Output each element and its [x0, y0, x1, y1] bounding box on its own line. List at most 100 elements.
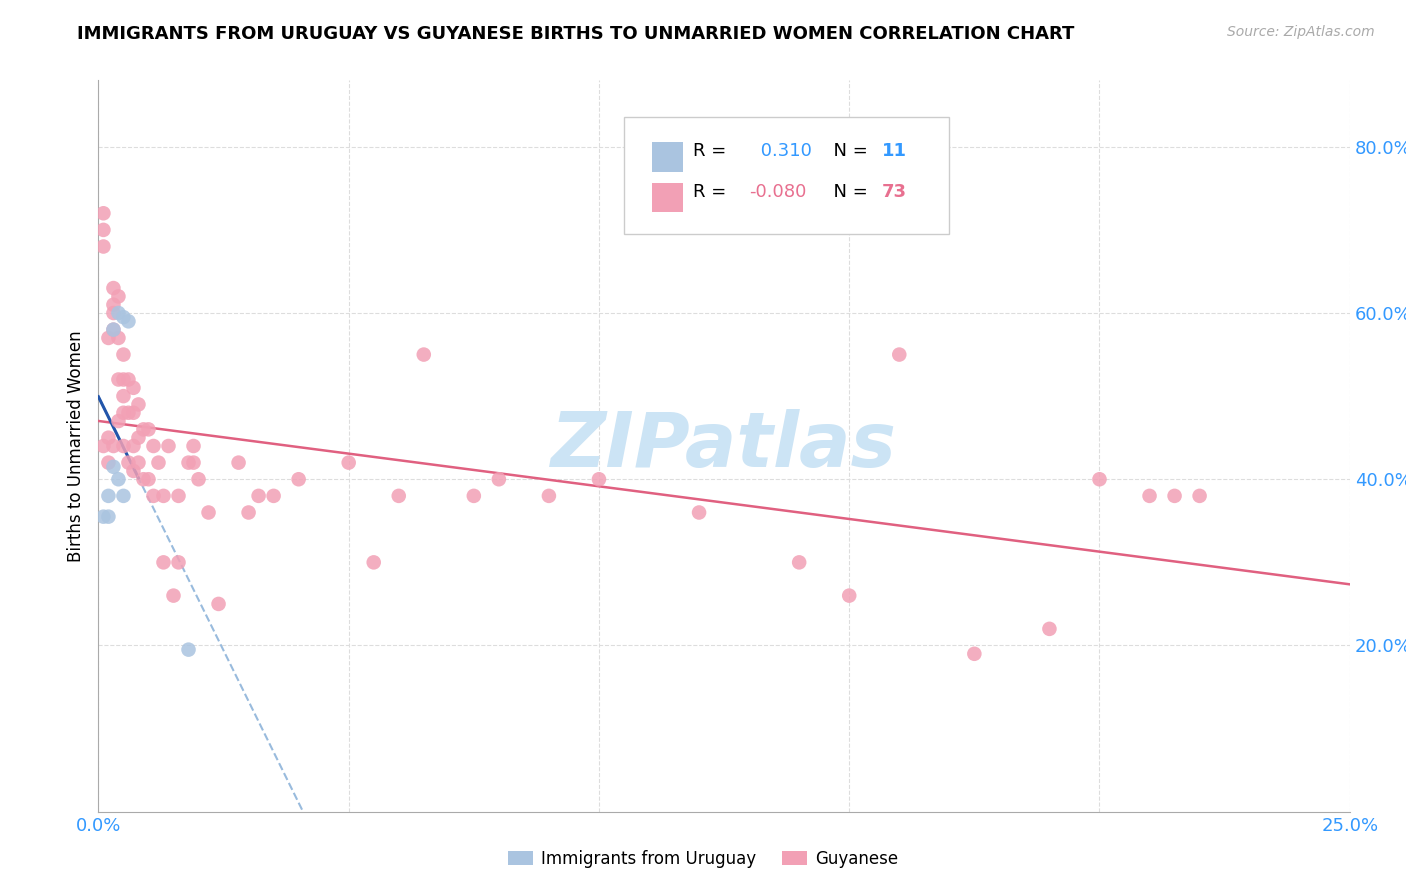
Point — [112, 372, 135, 386]
Point — [112, 406, 135, 420]
Point — [103, 323, 125, 337]
Point — [889, 347, 911, 362]
Point — [167, 555, 190, 569]
Point — [142, 439, 165, 453]
Point — [247, 489, 270, 503]
Point — [122, 406, 145, 420]
Point — [537, 489, 560, 503]
Point — [152, 555, 174, 569]
Point — [1139, 489, 1161, 503]
Point — [183, 439, 205, 453]
Point — [838, 589, 860, 603]
Point — [107, 372, 129, 386]
Point — [177, 456, 200, 470]
Point — [117, 456, 139, 470]
Point — [138, 472, 160, 486]
Point — [112, 347, 135, 362]
Point — [107, 306, 129, 320]
Point — [93, 206, 115, 220]
Point — [112, 439, 135, 453]
Bar — [651, 183, 683, 212]
Bar — [651, 143, 683, 171]
Text: 11: 11 — [882, 142, 907, 160]
Point — [103, 281, 125, 295]
Point — [107, 472, 129, 486]
Point — [177, 642, 200, 657]
Point — [412, 347, 434, 362]
Point — [337, 456, 360, 470]
Point — [1038, 622, 1060, 636]
Point — [187, 472, 209, 486]
Point — [142, 489, 165, 503]
Point — [93, 239, 115, 253]
Point — [122, 439, 145, 453]
Point — [93, 223, 115, 237]
Point — [688, 506, 710, 520]
Point — [122, 381, 145, 395]
Y-axis label: Births to Unmarried Women: Births to Unmarried Women — [66, 330, 84, 562]
Point — [93, 509, 115, 524]
Point — [463, 489, 485, 503]
Point — [107, 289, 129, 303]
Point — [148, 456, 170, 470]
Point — [107, 331, 129, 345]
Point — [238, 506, 260, 520]
Point — [107, 414, 129, 428]
Point — [117, 314, 139, 328]
Legend: Immigrants from Uruguay, Guyanese: Immigrants from Uruguay, Guyanese — [502, 844, 904, 875]
Point — [207, 597, 229, 611]
Point — [157, 439, 180, 453]
Text: N =: N = — [821, 142, 873, 160]
Point — [1088, 472, 1111, 486]
Point — [1188, 489, 1211, 503]
Text: ZIPatlas: ZIPatlas — [551, 409, 897, 483]
FancyBboxPatch shape — [624, 117, 949, 234]
Point — [93, 439, 115, 453]
Point — [103, 459, 125, 474]
Point — [112, 389, 135, 403]
Point — [97, 489, 120, 503]
Point — [112, 310, 135, 325]
Point — [97, 509, 120, 524]
Text: Source: ZipAtlas.com: Source: ZipAtlas.com — [1227, 25, 1375, 39]
Point — [488, 472, 510, 486]
Point — [228, 456, 250, 470]
Point — [152, 489, 174, 503]
Point — [117, 372, 139, 386]
Text: 73: 73 — [882, 183, 907, 201]
Point — [963, 647, 986, 661]
Point — [787, 555, 810, 569]
Point — [197, 506, 219, 520]
Point — [588, 472, 610, 486]
Point — [97, 431, 120, 445]
Text: 0.310: 0.310 — [755, 142, 813, 160]
Point — [97, 456, 120, 470]
Point — [103, 439, 125, 453]
Text: R =: R = — [693, 142, 731, 160]
Point — [127, 397, 149, 411]
Text: IMMIGRANTS FROM URUGUAY VS GUYANESE BIRTHS TO UNMARRIED WOMEN CORRELATION CHART: IMMIGRANTS FROM URUGUAY VS GUYANESE BIRT… — [77, 25, 1074, 43]
Point — [103, 298, 125, 312]
Point — [132, 422, 155, 436]
Text: N =: N = — [821, 183, 873, 201]
Text: R =: R = — [693, 183, 731, 201]
Point — [263, 489, 285, 503]
Point — [103, 323, 125, 337]
Point — [1163, 489, 1185, 503]
Point — [127, 456, 149, 470]
Point — [97, 331, 120, 345]
Point — [117, 406, 139, 420]
Point — [167, 489, 190, 503]
Point — [132, 472, 155, 486]
Point — [287, 472, 309, 486]
Point — [183, 456, 205, 470]
Point — [112, 489, 135, 503]
Point — [127, 431, 149, 445]
Point — [162, 589, 184, 603]
Point — [138, 422, 160, 436]
Point — [363, 555, 385, 569]
Point — [122, 464, 145, 478]
Point — [388, 489, 411, 503]
Text: -0.080: -0.080 — [749, 183, 807, 201]
Point — [103, 306, 125, 320]
